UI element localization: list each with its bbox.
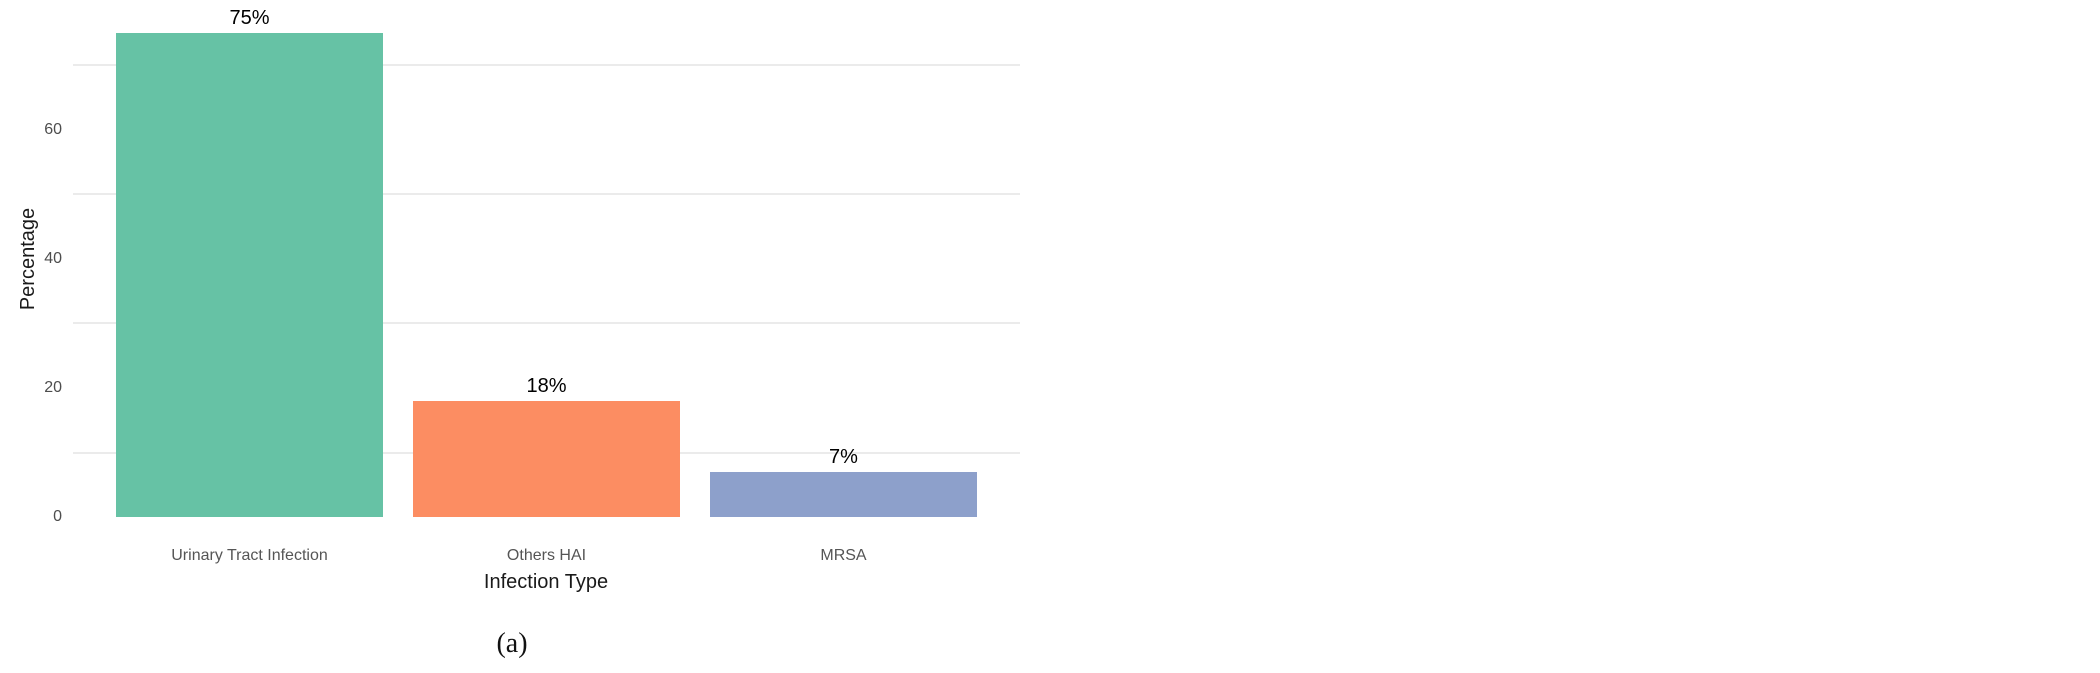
panel-a-caption: (a) [496,628,528,659]
bar-value-label: 18% [526,374,567,397]
y-tick-label-60: 60 [44,120,62,138]
x-tick-label: MRSA [820,547,867,564]
bar-urinary-tract-infection [116,33,383,517]
gridline-30 [73,322,1020,325]
bar-value-label: 75% [229,7,270,29]
pie-chart-panel: Infection type with percentage Acute can… [1060,0,2100,673]
x-tick-label: Others HAI [506,547,587,564]
x-tick-label: Urinary Tract Infection [171,547,328,564]
y-axis-title: Percentage [17,207,39,311]
gridline-50 [73,193,1020,196]
y-tick-label-40: 40 [44,249,62,267]
y-tick-label-20: 20 [44,378,62,396]
bar-plot-area: 0 20 40 60 75% Urinary Tract Infection 18% Othe… [0,0,1060,600]
bar-mrsa [710,471,977,517]
bar-value-label: 7% [829,445,858,468]
bar-others-hai [413,400,680,517]
gridline-70 [73,64,1020,67]
bar-chart-panel: 0 20 40 60 75% Urinary Tract Infection 18% Othe… [0,0,1060,659]
y-tick-label-0: 0 [53,508,62,525]
x-axis-title: Infection Type [483,571,609,593]
